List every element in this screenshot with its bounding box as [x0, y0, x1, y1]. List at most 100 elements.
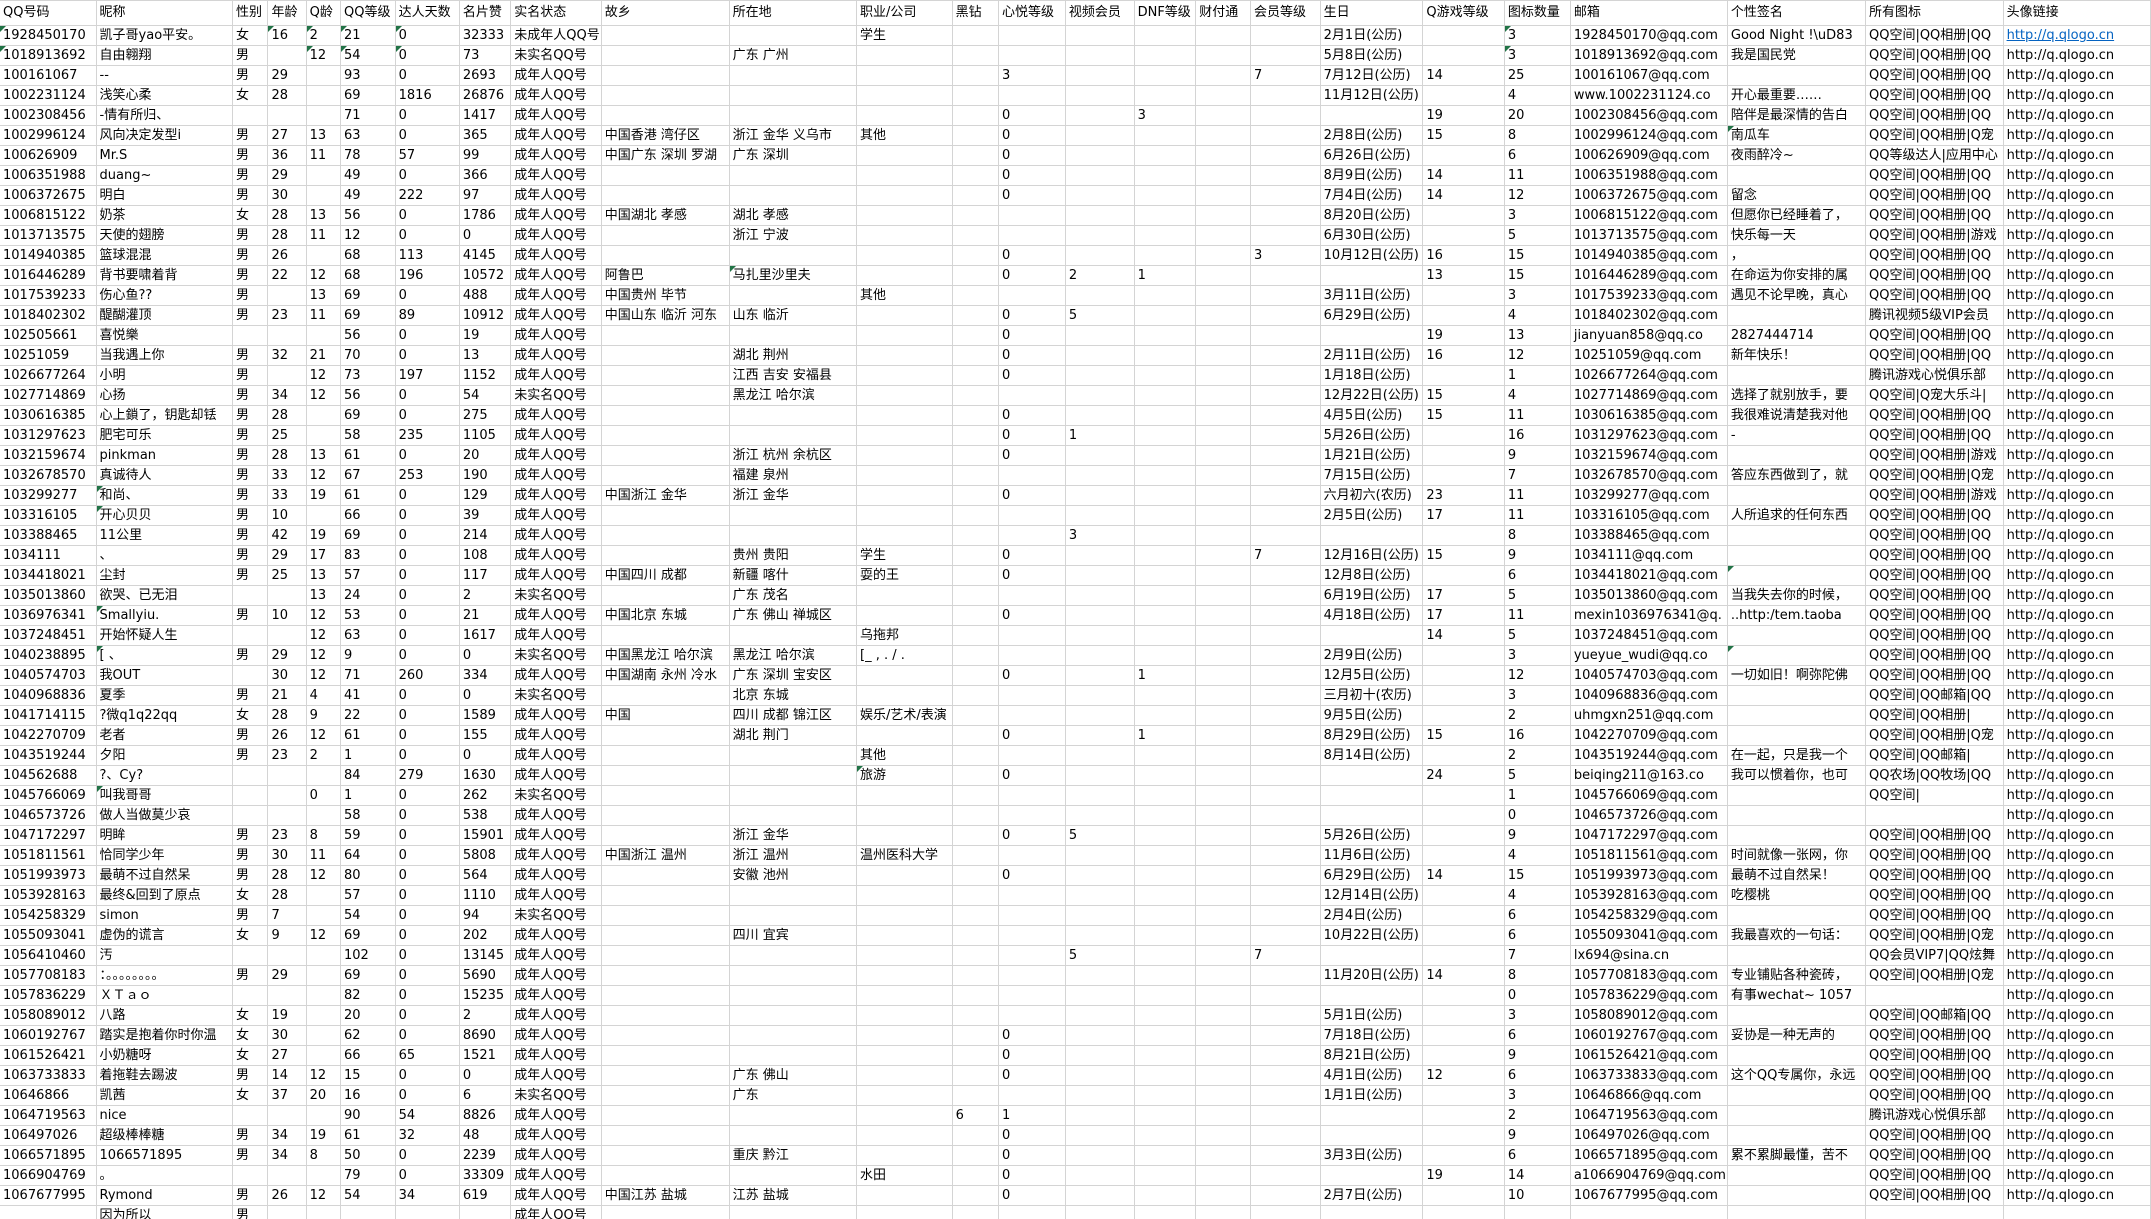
cell-birthday[interactable]: 2月7日(公历)	[1320, 1185, 1424, 1206]
cell-video-vip[interactable]	[1065, 205, 1135, 226]
cell-realname-status[interactable]: 成年人QQ号	[510, 445, 602, 466]
cell-nickname[interactable]: 夕阳	[96, 745, 233, 766]
cell-email[interactable]: 1061526421@qq.com	[1570, 1045, 1728, 1066]
cell-qq[interactable]: 1030616385	[0, 405, 97, 426]
cell-age[interactable]: 30	[267, 1025, 307, 1046]
cell-realname-status[interactable]: 成年人QQ号	[510, 485, 602, 506]
cell-daren-days[interactable]: 0	[395, 1005, 460, 1026]
cell-job[interactable]: 学生	[856, 545, 953, 566]
cell-age[interactable]: 30	[267, 845, 307, 866]
cell-all-icons[interactable]: QQ空间|QQ相册|QQ	[1865, 505, 2004, 526]
cell-qqlevel[interactable]: 1	[340, 745, 396, 766]
cell-realname-status[interactable]: 成年人QQ号	[510, 405, 602, 426]
cell-age[interactable]	[267, 625, 307, 646]
cell-daren-days[interactable]: 197	[395, 365, 460, 386]
cell-dnf-level[interactable]	[1134, 25, 1197, 46]
cell-qq[interactable]: 1060192767	[0, 1025, 97, 1046]
cell-realname-status[interactable]: 成年人QQ号	[510, 845, 602, 866]
cell-avatar-link[interactable]: http://q.qlogo.cn	[2003, 985, 2151, 1006]
cell-daren-days[interactable]: 113	[395, 245, 460, 266]
cell-qqlevel[interactable]: 53	[340, 605, 396, 626]
cell-job[interactable]	[856, 1045, 953, 1066]
cell-tenpay[interactable]	[1195, 405, 1252, 426]
cell-video-vip[interactable]	[1065, 245, 1135, 266]
cell-video-vip[interactable]	[1065, 1145, 1135, 1166]
cell-hometown[interactable]	[601, 725, 730, 746]
cell-all-icons[interactable]: QQ空间|QQ相册|游戏	[1865, 485, 2004, 506]
cell-job[interactable]	[856, 225, 953, 246]
cell-job[interactable]	[856, 1145, 953, 1166]
cell-nickname[interactable]: 浅笑心柔	[96, 85, 233, 106]
cell-all-icons[interactable]: 腾讯视频5级VIP会员	[1865, 305, 2004, 326]
cell-birthday[interactable]: 12月8日(公历)	[1320, 565, 1424, 586]
cell-qgame-level[interactable]	[1422, 1045, 1505, 1066]
cell-black-diamond[interactable]	[952, 25, 999, 46]
cell-dnf-level[interactable]	[1134, 125, 1197, 146]
cell-email[interactable]: 1006372675@qq.com	[1570, 185, 1728, 206]
cell-nickname[interactable]: 11公里	[96, 525, 233, 546]
cell-vip-level[interactable]	[1250, 985, 1321, 1006]
cell-nickname[interactable]: 凯子哥yao平安。	[96, 25, 233, 46]
cell-location[interactable]	[729, 185, 858, 206]
cell-job[interactable]	[856, 1105, 953, 1126]
cell-video-vip[interactable]: 5	[1065, 945, 1135, 966]
cell-birthday[interactable]	[1320, 625, 1424, 646]
cell-signature[interactable]	[1727, 685, 1866, 706]
cell-xinyue-level[interactable]	[998, 925, 1066, 946]
cell-qq[interactable]: 1031297623	[0, 425, 97, 446]
cell-video-vip[interactable]	[1065, 105, 1135, 126]
cell-nickname[interactable]: Smallyiu.	[96, 605, 233, 626]
cell-qqlevel[interactable]: 12	[340, 225, 396, 246]
cell-gender[interactable]: 男	[232, 645, 269, 666]
cell-location[interactable]	[729, 1005, 858, 1026]
cell-video-vip[interactable]	[1065, 685, 1135, 706]
cell-all-icons[interactable]: QQ空间|QQ相册|QQ	[1865, 525, 2004, 546]
cell-qgame-level[interactable]	[1422, 305, 1505, 326]
cell-avatar-link[interactable]: http://q.qlogo.cn	[2003, 605, 2151, 626]
cell-all-icons[interactable]: QQ空间|	[1865, 785, 2004, 806]
cell-tenpay[interactable]	[1195, 1125, 1252, 1146]
cell-tenpay[interactable]	[1195, 965, 1252, 986]
cell-black-diamond[interactable]	[952, 125, 999, 146]
cell-qage[interactable]	[306, 85, 341, 106]
cell-black-diamond[interactable]	[952, 1205, 999, 1219]
cell-avatar-link[interactable]: http://q.qlogo.cn	[2003, 825, 2151, 846]
cell-card-likes[interactable]: 202	[459, 925, 512, 946]
cell-xinyue-level[interactable]: 0	[998, 125, 1066, 146]
cell-qqlevel[interactable]: 69	[340, 285, 396, 306]
cell-xinyue-level[interactable]: 0	[998, 105, 1066, 126]
cell-job[interactable]	[856, 965, 953, 986]
cell-age[interactable]: 14	[267, 1065, 307, 1086]
cell-qgame-level[interactable]	[1422, 25, 1505, 46]
cell-vip-level[interactable]	[1250, 725, 1321, 746]
cell-qq[interactable]: 1016446289	[0, 265, 97, 286]
cell-qgame-level[interactable]: 17	[1422, 505, 1505, 526]
cell-email[interactable]	[1570, 1205, 1728, 1219]
cell-tenpay[interactable]	[1195, 1065, 1252, 1086]
cell-age[interactable]: 10	[267, 605, 307, 626]
cell-email[interactable]: 106497026@qq.com	[1570, 1125, 1728, 1146]
cell-icon-count[interactable]: 7	[1504, 465, 1571, 486]
cell-qgame-level[interactable]	[1422, 225, 1505, 246]
cell-xinyue-level[interactable]	[998, 285, 1066, 306]
cell-tenpay[interactable]	[1195, 1025, 1252, 1046]
cell-xinyue-level[interactable]: 0	[998, 265, 1066, 286]
cell-icon-count[interactable]: 6	[1504, 1065, 1571, 1086]
cell-qgame-level[interactable]	[1422, 85, 1505, 106]
cell-job[interactable]: 其他	[856, 285, 953, 306]
cell-daren-days[interactable]	[395, 1205, 460, 1219]
cell-location[interactable]: 黑龙江 哈尔滨	[729, 645, 858, 666]
cell-signature[interactable]	[1727, 365, 1866, 386]
cell-qqlevel[interactable]: 90	[340, 1105, 396, 1126]
cell-daren-days[interactable]: 0	[395, 45, 460, 66]
cell-video-vip[interactable]	[1065, 1185, 1135, 1206]
cell-hometown[interactable]	[601, 165, 730, 186]
cell-nickname[interactable]: ：。。。。。。。。	[96, 965, 233, 986]
column-header-job[interactable]: 职业/公司	[856, 0, 953, 26]
cell-vip-level[interactable]	[1250, 265, 1321, 286]
cell-all-icons[interactable]: 腾讯游戏心悦俱乐部	[1865, 1105, 2004, 1126]
cell-age[interactable]: 29	[267, 65, 307, 86]
cell-vip-level[interactable]	[1250, 805, 1321, 826]
cell-all-icons[interactable]: QQ空间|QQ相册|QQ	[1865, 585, 2004, 606]
cell-qq[interactable]: 1013713575	[0, 225, 97, 246]
